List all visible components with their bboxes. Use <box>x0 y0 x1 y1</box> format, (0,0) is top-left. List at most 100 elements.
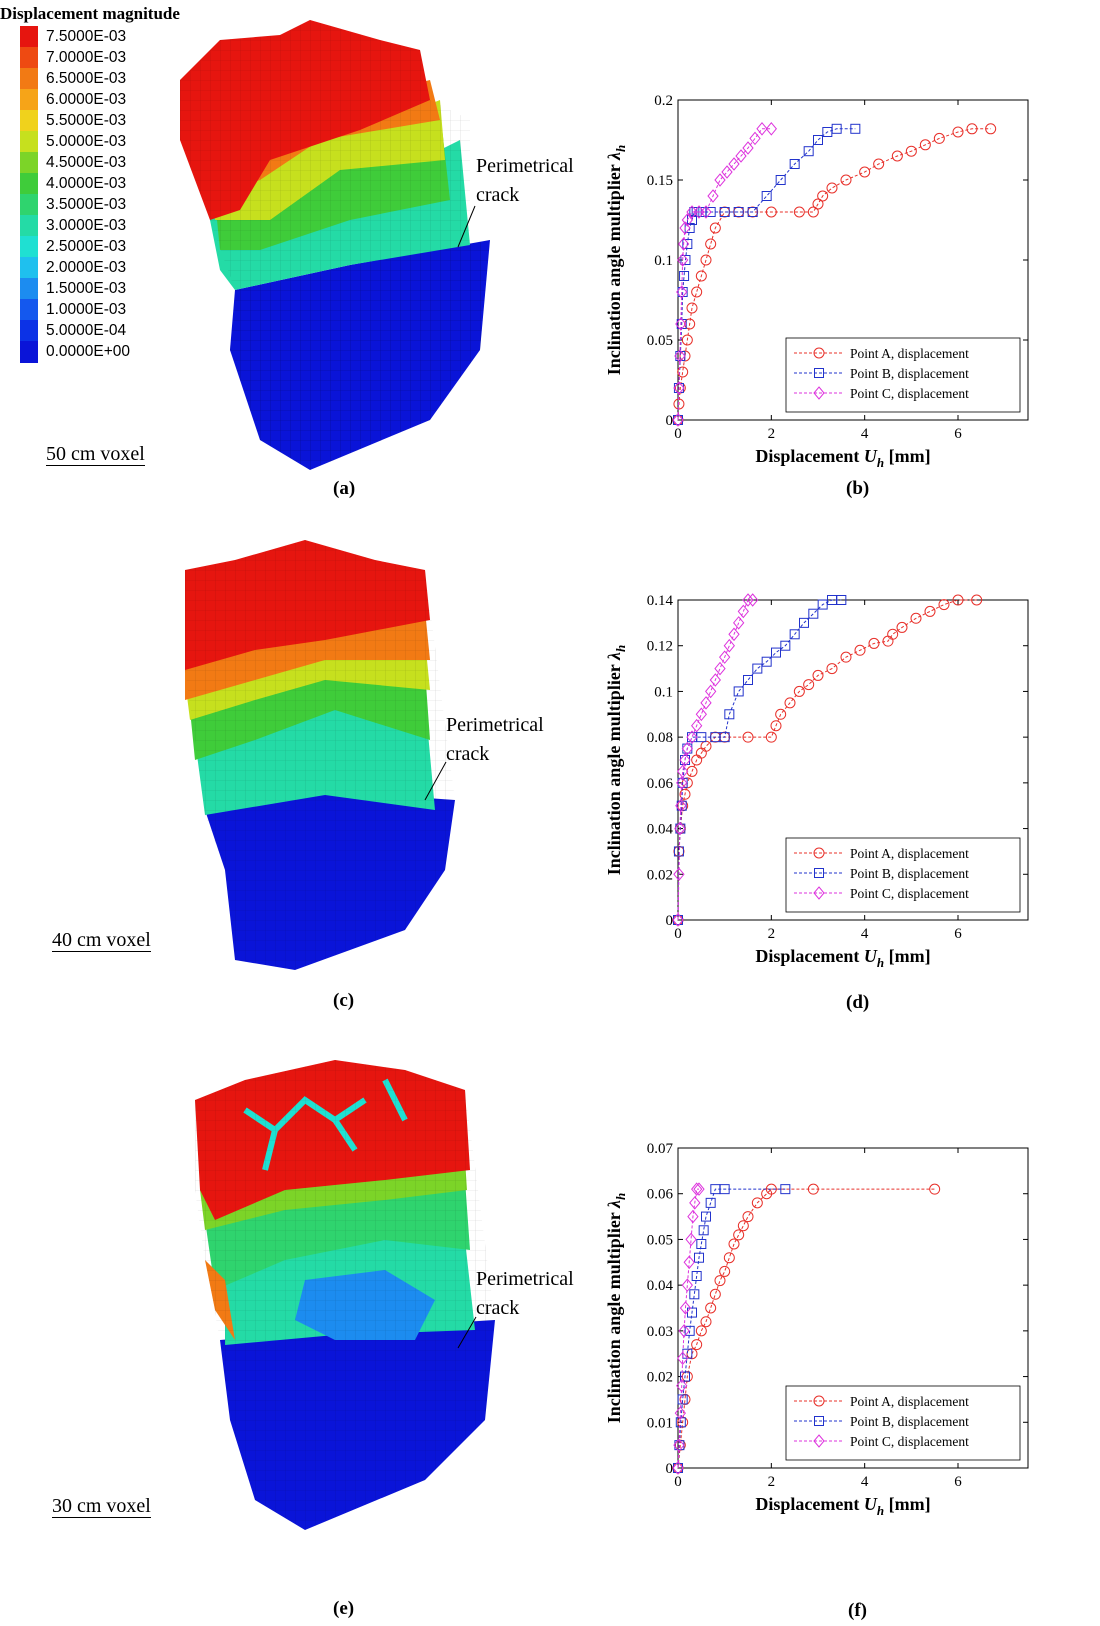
legend-entry: 4.0000E-03 <box>6 173 216 195</box>
legend-swatch <box>20 68 38 90</box>
x-tick-label: 6 <box>954 926 962 942</box>
data-point <box>793 685 805 697</box>
y-tick-label: 0.04 <box>647 1278 674 1294</box>
data-point <box>733 1229 745 1241</box>
data-point <box>709 222 721 234</box>
legend-label: Point A, displacement <box>850 1394 969 1409</box>
data-point <box>682 239 693 249</box>
y-tick-label: 0 <box>666 413 674 429</box>
data-point <box>971 594 983 606</box>
data-point <box>719 207 730 217</box>
y-tick-label: 0.02 <box>647 867 673 883</box>
data-point <box>756 122 768 136</box>
data-point <box>686 302 698 314</box>
color-legend: 7.5000E-03 7.0000E-03 6.5000E-03 6.0000E-03… <box>0 26 230 376</box>
legend-value: 5.0000E-04 <box>46 322 127 339</box>
data-point <box>673 381 685 395</box>
data-point <box>737 1220 749 1232</box>
y-tick-label: 0.08 <box>647 730 673 746</box>
data-point <box>891 150 903 162</box>
data-point <box>723 1252 735 1264</box>
series-line <box>677 128 991 421</box>
x-tick-label: 0 <box>674 426 682 442</box>
data-point <box>677 1351 689 1366</box>
legend-entry: 4.5000E-03 <box>6 152 216 174</box>
data-point <box>793 206 805 218</box>
data-point <box>775 175 786 185</box>
voxel-model-e <box>195 1060 495 1530</box>
data-point <box>765 1183 777 1195</box>
legend-value: 6.0000E-03 <box>46 91 127 108</box>
data-point <box>719 650 731 664</box>
legend-title: Displacement magnitude <box>0 4 180 23</box>
data-point <box>672 1461 684 1475</box>
data-point <box>698 1225 709 1236</box>
x-tick-label: 0 <box>674 1474 682 1490</box>
chart-legend-box <box>785 337 1021 413</box>
legend-entry: 0.0000E+00 <box>6 341 216 363</box>
crack-leader-c <box>424 761 447 801</box>
y-axis-title: Inclination angle multiplier λh <box>604 645 628 875</box>
y-tick-label: 0.06 <box>647 776 674 792</box>
data-point <box>780 640 791 651</box>
legend-swatch <box>20 236 38 258</box>
panel-label-c: (c) <box>333 990 355 1011</box>
y-tick-label: 0.05 <box>647 1232 673 1248</box>
data-point <box>887 628 899 640</box>
voxel-size-label-a: 50 cm voxel <box>46 443 145 466</box>
legend-swatch <box>20 278 38 300</box>
legend-value: 1.5000E-03 <box>46 280 127 297</box>
data-point <box>799 617 809 628</box>
y-tick-label: 0.02 <box>647 1370 673 1386</box>
legend-entry: 3.5000E-03 <box>6 194 216 216</box>
data-point <box>684 1325 695 1336</box>
data-point <box>770 720 782 732</box>
data-point <box>707 189 719 203</box>
data-point <box>831 123 842 134</box>
series-line <box>677 128 772 421</box>
legend-swatch <box>20 47 38 69</box>
data-point <box>789 629 800 640</box>
data-point <box>714 1275 726 1287</box>
series-line <box>677 599 977 921</box>
data-point <box>700 740 712 752</box>
data-point <box>724 709 735 720</box>
data-point <box>919 139 931 151</box>
legend-swatch <box>20 131 38 153</box>
x-axis-title: Displacement Uh [mm] <box>755 1494 930 1518</box>
legend-swatch <box>20 152 38 174</box>
legend-label: Point C, displacement <box>850 386 969 401</box>
y-tick-label: 0.14 <box>647 593 674 609</box>
x-tick-label: 0 <box>674 926 682 942</box>
y-tick-label: 0.06 <box>647 1187 674 1203</box>
data-point <box>674 1406 686 1420</box>
voxel-size-label-c: 40 cm voxel <box>52 929 151 952</box>
data-point <box>683 1255 695 1270</box>
data-point <box>742 1211 754 1223</box>
data-point <box>807 206 819 218</box>
data-point <box>765 731 777 743</box>
data-point <box>817 190 829 202</box>
data-point <box>679 221 691 235</box>
data-point <box>700 1316 712 1328</box>
y-tick-label: 0.15 <box>647 173 673 189</box>
data-point <box>705 684 717 699</box>
data-point <box>685 1232 697 1247</box>
data-point <box>705 238 717 250</box>
x-tick-label: 4 <box>861 926 869 942</box>
legend-label: Point C, displacement <box>850 1434 969 1449</box>
legend-swatch <box>20 89 38 111</box>
y-tick-label: 0.01 <box>647 1415 673 1431</box>
data-point <box>691 1182 703 1196</box>
legend-label: Point C, displacement <box>850 886 969 901</box>
data-point <box>733 207 744 217</box>
data-point <box>752 663 763 674</box>
data-point <box>775 708 787 720</box>
data-point <box>673 867 685 882</box>
data-point <box>678 1324 690 1338</box>
data-point <box>681 1278 693 1292</box>
data-point <box>803 146 814 157</box>
data-point <box>924 605 936 617</box>
data-point <box>840 651 852 663</box>
